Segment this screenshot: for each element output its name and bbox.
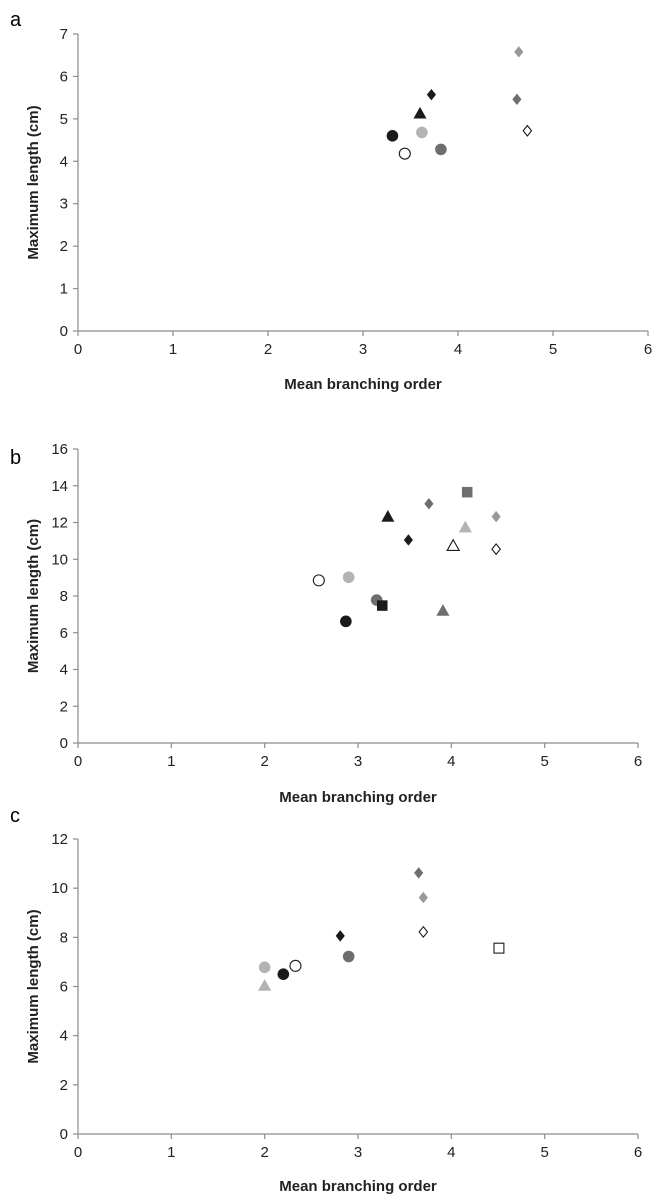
- data-point-circle: [258, 961, 271, 974]
- y-tick-label: 0: [60, 323, 68, 340]
- x-axis-title: Mean branching order: [279, 789, 437, 806]
- x-tick-label: 4: [447, 1144, 455, 1161]
- y-tick-label: 14: [51, 478, 68, 495]
- x-tick-label: 5: [549, 341, 557, 358]
- x-tick-label: 2: [260, 753, 268, 770]
- x-axis-title: Mean branching order: [279, 1178, 437, 1194]
- x-tick-label: 1: [167, 1144, 175, 1161]
- data-point-diamond: [426, 88, 436, 101]
- data-point-diamond: [491, 510, 501, 523]
- data-point-triangle: [458, 520, 472, 533]
- panel-letter: c: [10, 805, 20, 827]
- data-point-circle: [416, 126, 428, 139]
- y-tick-label: 4: [60, 153, 68, 170]
- data-point-square: [377, 600, 388, 611]
- y-tick-label: 7: [60, 26, 68, 43]
- y-tick-label: 2: [60, 238, 68, 255]
- y-tick-label: 5: [60, 111, 68, 128]
- data-point-circle: [312, 574, 325, 587]
- y-tick-label: 6: [60, 625, 68, 642]
- x-tick-label: 0: [74, 341, 82, 358]
- x-tick-label: 2: [264, 341, 272, 358]
- data-point-diamond: [424, 498, 434, 510]
- x-tick-label: 4: [454, 341, 462, 358]
- y-tick-label: 3: [60, 196, 68, 213]
- x-tick-label: 1: [167, 753, 175, 770]
- panel-a: a 0 1 2 3 4 5 6 0 1 2 3 4 5 6 7 Mean branching order Maxi…: [10, 9, 652, 393]
- y-tick-label: 10: [51, 880, 68, 897]
- x-tick-label: 4: [447, 753, 455, 770]
- data-point-circle: [277, 968, 290, 981]
- x-tick-label: 5: [540, 1144, 548, 1161]
- data-point-square: [493, 942, 505, 954]
- data-point-circle: [340, 615, 352, 628]
- y-tick-label: 4: [60, 1028, 68, 1045]
- data-point-triangle: [436, 604, 450, 616]
- x-tick-label: 6: [634, 753, 642, 770]
- x-tick-label: 3: [359, 341, 367, 358]
- y-tick-label: 12: [51, 831, 68, 848]
- data-point-diamond: [335, 930, 345, 942]
- x-tick-label: 2: [260, 1144, 268, 1161]
- data-point-triangle: [381, 510, 395, 522]
- y-tick-label: 8: [60, 588, 68, 605]
- panel-letter: b: [10, 447, 21, 469]
- data-point-diamond: [418, 925, 429, 939]
- y-tick-label: 0: [60, 1126, 68, 1143]
- y-tick-label: 1: [60, 281, 68, 298]
- y-tick-label: 12: [51, 515, 68, 532]
- data-point-diamond: [403, 534, 413, 546]
- y-tick-label: 8: [60, 929, 68, 946]
- data-point-diamond: [414, 867, 424, 879]
- panel-letter: a: [10, 9, 22, 31]
- x-tick-label: 0: [74, 1144, 82, 1161]
- y-axis-title: Maximum length (cm): [25, 519, 42, 673]
- data-point-circle: [289, 959, 302, 972]
- data-point-triangle: [258, 979, 272, 991]
- data-point-square: [461, 486, 473, 498]
- x-tick-label: 5: [540, 753, 548, 770]
- y-axis-title: Maximum length (cm): [25, 909, 42, 1063]
- data-point-diamond: [418, 891, 428, 904]
- y-axis-title: Maximum length (cm): [25, 105, 42, 259]
- y-tick-label: 6: [60, 979, 68, 996]
- x-tick-label: 0: [74, 753, 82, 770]
- y-tick-label: 16: [51, 441, 68, 458]
- x-tick-label: 3: [354, 1144, 362, 1161]
- y-tick-label: 2: [60, 1077, 68, 1094]
- data-point-triangle: [413, 106, 427, 119]
- x-tick-label: 1: [169, 341, 177, 358]
- y-tick-label: 10: [51, 551, 68, 568]
- x-axis-title: Mean branching order: [284, 376, 442, 393]
- data-point-circle: [398, 147, 411, 160]
- data-point-diamond: [514, 46, 524, 58]
- y-tick-label: 6: [60, 68, 68, 85]
- x-tick-label: 6: [634, 1144, 642, 1161]
- data-point-circle: [342, 571, 355, 584]
- data-point-triangle: [446, 538, 461, 551]
- data-point-circle: [342, 950, 355, 963]
- y-tick-label: 0: [60, 735, 68, 752]
- y-tick-label: 4: [60, 662, 68, 679]
- data-point-circle: [386, 130, 399, 142]
- data-point-diamond: [522, 124, 533, 137]
- data-point-diamond: [491, 543, 502, 556]
- data-point-diamond: [512, 93, 522, 106]
- y-tick-label: 2: [60, 698, 68, 715]
- x-tick-label: 3: [354, 753, 362, 770]
- data-point-circle: [435, 143, 447, 156]
- x-tick-label: 6: [644, 341, 652, 358]
